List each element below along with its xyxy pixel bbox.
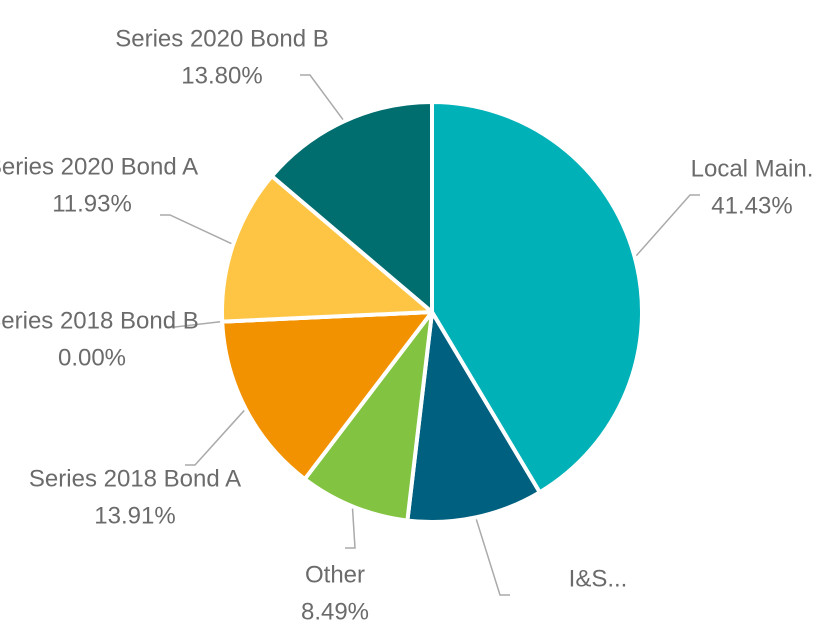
pie-slice [405,310,542,524]
leader-line [165,320,221,328]
leader-line [635,194,700,257]
value-label: 13.80% [181,62,262,89]
slice-label: Other [305,561,365,588]
pie-slice [220,174,434,324]
leader-line [185,409,245,466]
value-label: 41.43% [711,192,792,219]
slice-label: Series 2020 Bond A [0,153,198,180]
slice-label: Series 2020 Bond B [115,25,328,52]
pie-slice [269,100,434,314]
slice-label: Series 2018 Bond A [29,465,241,492]
leader-line [475,519,510,596]
value-label: 0.00% [58,344,126,371]
pie-slice [430,100,644,495]
value-label: 13.91% [94,502,175,529]
slice-label: Series 2018 Bond B [0,307,199,334]
leader-line [300,74,344,121]
value-label: 8.49% [301,598,369,625]
pie-slice [302,310,434,523]
pie-slice [220,310,434,482]
slice-label: Local Main. [691,155,814,182]
leader-line [345,508,356,549]
leader-line [160,214,232,245]
value-label: 11.93% [52,190,132,217]
slice-label: I&S... [569,565,628,592]
